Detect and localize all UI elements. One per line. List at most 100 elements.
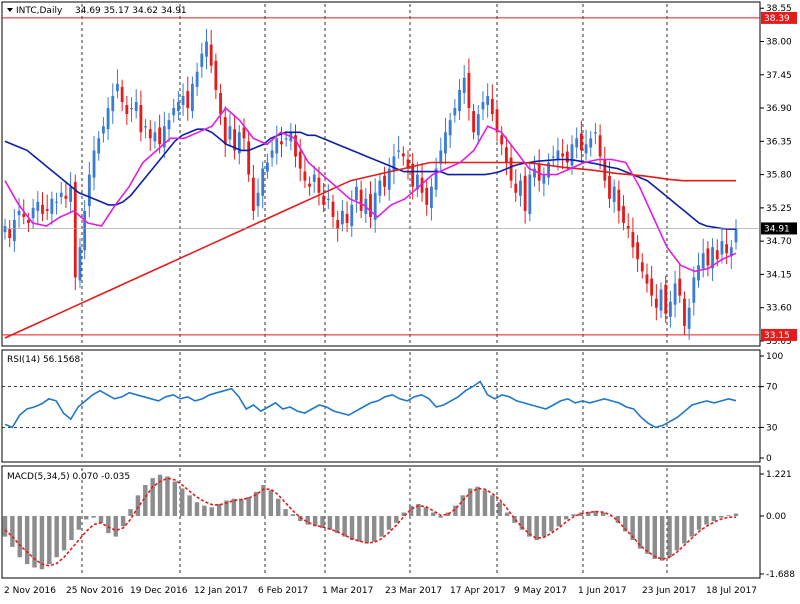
- candle-body: [495, 109, 499, 133]
- candle-body: [130, 108, 133, 110]
- macd-histogram-bar: [719, 515, 724, 518]
- moving-average-red-line: [4, 161, 736, 339]
- macd-histogram-bar: [320, 515, 325, 529]
- macd-histogram-bar: [615, 515, 621, 523]
- candle-body: [214, 60, 218, 90]
- candle-body: [256, 192, 260, 207]
- macd-histogram-bar: [460, 495, 466, 516]
- macd-histogram-bar: [342, 515, 347, 537]
- price-axis-label: 37.45: [766, 71, 792, 81]
- macd-histogram-bar: [475, 486, 480, 516]
- candle-body: [626, 226, 630, 230]
- candle-body: [720, 241, 724, 255]
- axis-labels-layer: 2 Nov 2016 25 Nov 2016 19 Dec 2016 12 Jan 2…: [4, 4, 797, 596]
- candle-body: [561, 153, 565, 157]
- candle-body: [369, 193, 372, 217]
- candle-body: [734, 228, 738, 243]
- macd-histogram-bar: [268, 490, 274, 516]
- candle-body: [406, 159, 410, 169]
- candle-body: [476, 114, 480, 136]
- candle-body: [345, 213, 349, 224]
- level-price-tag-label: 38.39: [764, 14, 790, 24]
- macd-histogram-bar: [47, 515, 52, 565]
- candle-body: [205, 41, 208, 57]
- candle-body: [242, 127, 246, 139]
- macd-histogram-bar: [261, 485, 266, 516]
- macd-histogram-bar: [490, 495, 495, 516]
- macd-histogram-bar: [696, 515, 702, 530]
- date-axis-label: 9 May 2017: [514, 586, 567, 596]
- candle-body: [247, 141, 251, 175]
- macd-histogram-bar: [453, 505, 458, 516]
- macd-histogram-bar: [349, 515, 355, 541]
- macd-histogram-bar: [608, 515, 613, 517]
- candle-body: [125, 105, 129, 115]
- candle-body: [579, 133, 583, 151]
- candle-body: [31, 207, 35, 219]
- candle-body: [697, 265, 700, 281]
- candle-body: [481, 102, 485, 110]
- macd-histogram-bar: [637, 515, 643, 549]
- last-price-tag-label: 34.91: [764, 224, 790, 234]
- macd-histogram-bar: [106, 515, 111, 534]
- candle-body: [355, 186, 358, 201]
- macd-histogram-bar: [275, 498, 281, 516]
- candle-body: [448, 120, 452, 136]
- rsi-axis-label: 30: [766, 423, 778, 433]
- candle-body: [570, 144, 574, 166]
- candle-body: [195, 71, 199, 87]
- price-axis-label: 33.05: [766, 337, 792, 347]
- candle-body: [556, 150, 560, 160]
- price-axis-label: 36.35: [766, 137, 792, 147]
- candle-body: [565, 151, 569, 163]
- symbol-label: INTC,Daily: [16, 6, 63, 16]
- candle-body: [12, 219, 16, 242]
- candle-body: [92, 150, 96, 178]
- moving-average-blue-line: [4, 128, 736, 230]
- candle-body: [181, 95, 185, 106]
- price-axis-label: 33.60: [766, 304, 792, 314]
- candle-body: [589, 138, 593, 148]
- candle-body: [284, 138, 288, 140]
- collapse-triangle-icon[interactable]: [7, 8, 13, 12]
- date-axis-label: 6 Feb 2017: [258, 586, 308, 596]
- candle-body: [294, 135, 297, 157]
- macd-histogram-bar: [445, 512, 451, 516]
- candle-body: [622, 206, 625, 224]
- candle-body: [303, 171, 307, 181]
- candle-body: [317, 177, 321, 193]
- candle-body: [176, 102, 180, 112]
- candle-body: [111, 95, 115, 112]
- candle-body: [22, 213, 26, 217]
- candle-body: [654, 298, 658, 308]
- macd-histogram-bar: [519, 515, 525, 530]
- level-price-tag: [761, 328, 797, 341]
- macd-histogram-bar: [711, 515, 717, 522]
- candle-body: [387, 168, 391, 190]
- macd-histogram-bar: [556, 515, 562, 527]
- candle-body: [617, 189, 621, 211]
- candle-body: [725, 244, 729, 254]
- candle-body: [598, 135, 602, 157]
- candle-body: [186, 91, 190, 109]
- moving-average-magenta-line: [4, 106, 737, 273]
- macd-histogram-bar: [600, 512, 606, 516]
- candle-body: [298, 151, 302, 169]
- level-price-tag-label: 33.15: [764, 331, 790, 341]
- price-axis-label: 35.80: [766, 171, 792, 181]
- macd-axis-label: -1.688: [766, 570, 795, 580]
- macd-histogram-bar: [128, 509, 133, 516]
- rsi-panel-frame[interactable]: [1, 349, 761, 463]
- candle-body: [134, 102, 138, 112]
- candle-body: [139, 105, 143, 133]
- macd-histogram-bar: [98, 515, 104, 523]
- candle-body: [430, 186, 433, 208]
- candle-body: [514, 183, 518, 193]
- candle-body: [350, 204, 354, 227]
- candle-body: [101, 126, 105, 134]
- price-axis-label: 35.25: [766, 204, 792, 214]
- macd-histogram-bar: [630, 515, 635, 541]
- candle-body: [45, 209, 49, 211]
